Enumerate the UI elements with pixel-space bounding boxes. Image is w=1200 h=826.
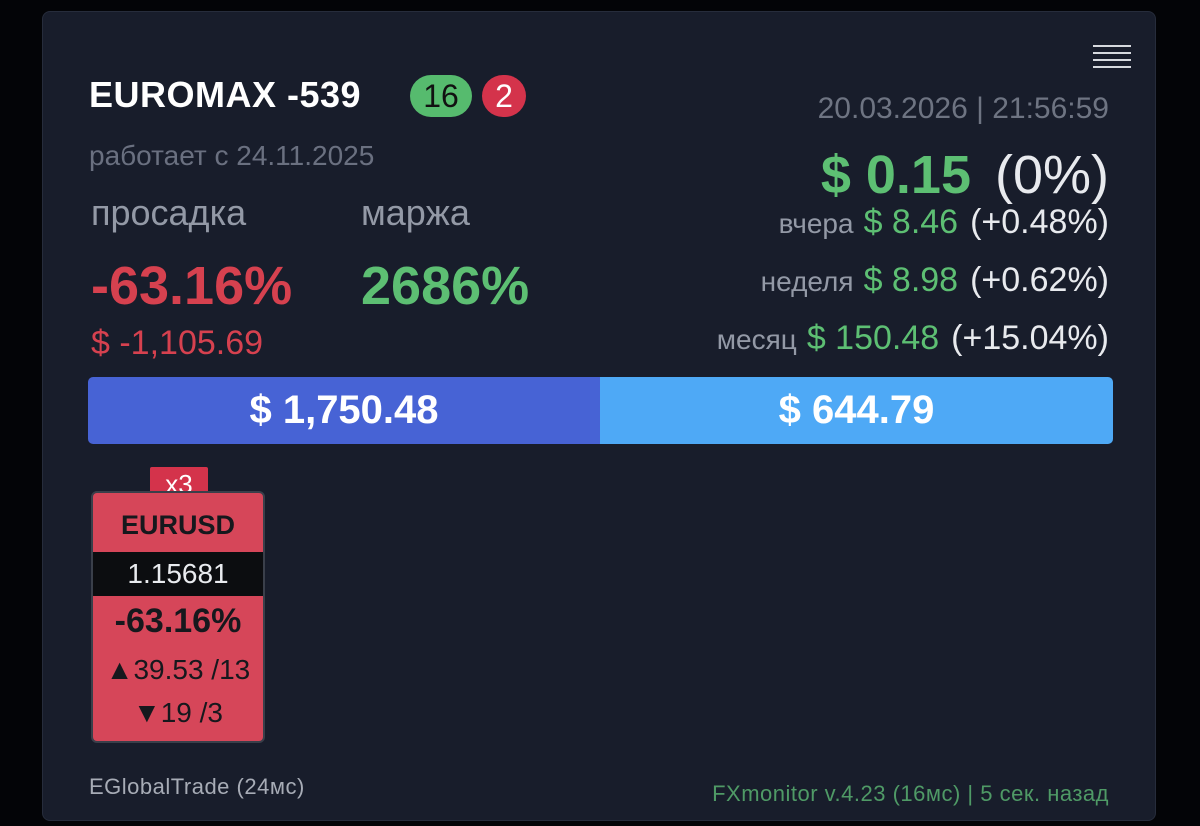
week-label: неделя xyxy=(760,266,854,297)
month-percent: (+15.04%) xyxy=(951,319,1109,357)
balance-value: $ 1,750.48 xyxy=(88,377,600,444)
account-title: EUROMAX -539 xyxy=(89,74,362,115)
position-price: 1.15681 xyxy=(93,552,263,596)
month-profit: месяц $ 150.48 (+15.04%) xyxy=(717,319,1109,358)
position-percent: -63.16% xyxy=(114,602,242,640)
today-profit: $ 0.15 (0%) xyxy=(821,144,1109,206)
balance-equity-bar: $ 1,750.48 $ 644.79 xyxy=(88,377,1113,444)
margin-percent: 2686% xyxy=(361,256,530,316)
position-buy-stats: ▲39.53 /13 xyxy=(105,654,251,685)
position-sell-stats: ▼19 /3 xyxy=(133,697,223,728)
position-card-eurusd[interactable]: EURUSD 1.15681 -63.16% ▲39.53 /13 ▼19 /3 xyxy=(91,491,265,743)
account-card: EUROMAX -539 16 2 работает с 24.11.2025 … xyxy=(42,11,1156,821)
drawdown-money: $ -1,105.69 xyxy=(91,324,264,362)
month-label: месяц xyxy=(716,324,797,355)
app-status: FXmonitor v.4.23 (16мс) | 5 сек. назад xyxy=(712,781,1109,806)
hamburger-menu-icon[interactable] xyxy=(1093,43,1131,71)
yesterday-profit: вчера $ 8.46 (+0.48%) xyxy=(779,203,1109,242)
today-profit-percent: (0%) xyxy=(994,145,1109,205)
running-since: работает с 24.11.2025 xyxy=(89,140,375,171)
position-symbol: EURUSD xyxy=(120,510,235,540)
week-percent: (+0.62%) xyxy=(970,261,1109,299)
yesterday-percent: (+0.48%) xyxy=(970,203,1109,241)
month-money: $ 150.48 xyxy=(806,319,940,357)
week-profit: неделя $ 8.98 (+0.62%) xyxy=(761,261,1109,300)
alert-badge: 2 xyxy=(482,75,526,117)
drawdown-percent: -63.16% xyxy=(91,256,293,316)
open-orders-badge: 16 xyxy=(410,75,472,117)
yesterday-label: вчера xyxy=(778,208,854,239)
equity-value: $ 644.79 xyxy=(600,377,1113,444)
week-money: $ 8.98 xyxy=(863,261,959,299)
timestamp: 20.03.2026 | 21:56:59 xyxy=(817,92,1109,125)
drawdown-label: просадка xyxy=(91,192,247,233)
yesterday-money: $ 8.46 xyxy=(863,203,959,241)
today-profit-money: $ 0.15 xyxy=(820,145,971,205)
margin-label: маржа xyxy=(361,192,470,233)
broker-name: EGlobalTrade (24мс) xyxy=(89,774,305,799)
